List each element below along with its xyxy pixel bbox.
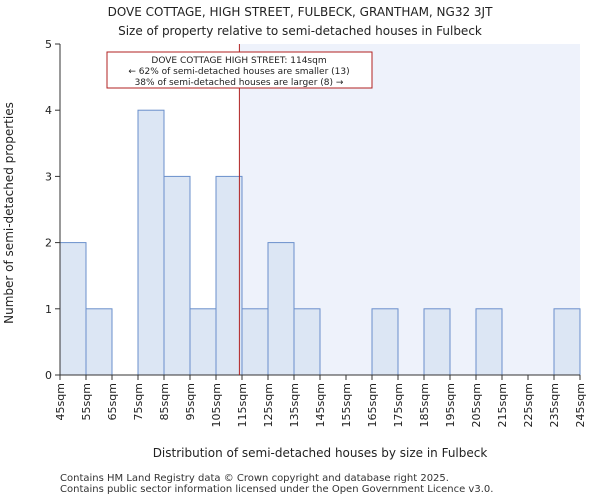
annotation-box: DOVE COTTAGE HIGH STREET: 114sqm ← 62% o…: [106, 51, 373, 89]
y-tick-label-0: 0: [45, 369, 52, 382]
bar-115sqm: [241, 308, 269, 376]
x-tick-label-75sqm: 75sqm: [132, 383, 145, 420]
bars-group: [59, 109, 581, 376]
chart-subtitle: Size of property relative to semi-detach…: [118, 24, 482, 38]
x-tick-label-165sqm: 165sqm: [366, 383, 379, 427]
x-tick-label-65sqm: 65sqm: [106, 383, 119, 420]
x-tick-label-135sqm: 135sqm: [288, 383, 301, 427]
bar-125sqm: [267, 242, 295, 376]
chart-title: DOVE COTTAGE, HIGH STREET, FULBECK, GRAN…: [108, 5, 494, 19]
bar-105sqm: [215, 175, 243, 376]
x-axis-label: Distribution of semi-detached houses by …: [153, 446, 488, 460]
bar-205sqm: [475, 308, 503, 376]
x-tick-label-245sqm: 245sqm: [574, 383, 587, 427]
y-tick-label-4: 4: [45, 104, 52, 117]
bar-95sqm: [189, 308, 217, 376]
x-tick-label-235sqm: 235sqm: [548, 383, 561, 427]
y-axis-ticks: 0 1 2 3 4 5: [45, 38, 60, 382]
annotation-frame: [106, 51, 373, 89]
annotation-line-2: ← 62% of semi-detached houses are smalle…: [128, 67, 349, 77]
x-tick-label-95sqm: 95sqm: [184, 383, 197, 420]
x-tick-label-105sqm: 105sqm: [210, 383, 223, 427]
bar-165sqm: [371, 308, 399, 376]
bar-55sqm: [85, 308, 113, 376]
x-tick-label-175sqm: 175sqm: [392, 383, 405, 427]
y-tick-label-5: 5: [45, 38, 52, 51]
y-tick-label-3: 3: [45, 170, 52, 183]
x-axis-ticks: 45sqm 55sqm 65sqm 75sqm 85sqm 95sqm 105sqm 115s…: [54, 375, 587, 427]
x-tick-label-205sqm: 205sqm: [470, 383, 483, 427]
bar-185sqm: [423, 308, 451, 376]
x-tick-label-55sqm: 55sqm: [80, 383, 93, 420]
x-tick-label-145sqm: 145sqm: [314, 383, 327, 427]
x-tick-label-45sqm: 45sqm: [54, 383, 67, 420]
x-tick-label-185sqm: 185sqm: [418, 383, 431, 427]
x-tick-label-225sqm: 225sqm: [522, 383, 535, 427]
attribution-footer: Contains HM Land Registry data © Crown c…: [60, 473, 493, 495]
bar-235sqm: [553, 308, 581, 376]
x-tick-label-85sqm: 85sqm: [158, 383, 171, 420]
y-tick-label-2: 2: [45, 237, 52, 250]
x-tick-label-195sqm: 195sqm: [444, 383, 457, 427]
annotation-line-1: DOVE COTTAGE HIGH STREET: 114sqm: [151, 56, 326, 66]
bar-85sqm: [163, 175, 191, 376]
y-axis-label: Number of semi-detached properties: [2, 102, 16, 324]
bar-75sqm: [137, 109, 165, 376]
y-tick-label-1: 1: [45, 303, 52, 316]
footer-line-1: Contains HM Land Registry data © Crown c…: [60, 473, 449, 484]
x-tick-label-155sqm: 155sqm: [340, 383, 353, 427]
bar-45sqm: [59, 242, 87, 376]
x-tick-label-115sqm: 115sqm: [236, 383, 249, 427]
annotation-line-3: 38% of semi-detached houses are larger (…: [135, 78, 344, 88]
x-tick-label-215sqm: 215sqm: [496, 383, 509, 427]
x-tick-label-125sqm: 125sqm: [262, 383, 275, 427]
bar-135sqm: [293, 308, 321, 376]
footer-line-2: Contains public sector information licen…: [60, 484, 494, 495]
